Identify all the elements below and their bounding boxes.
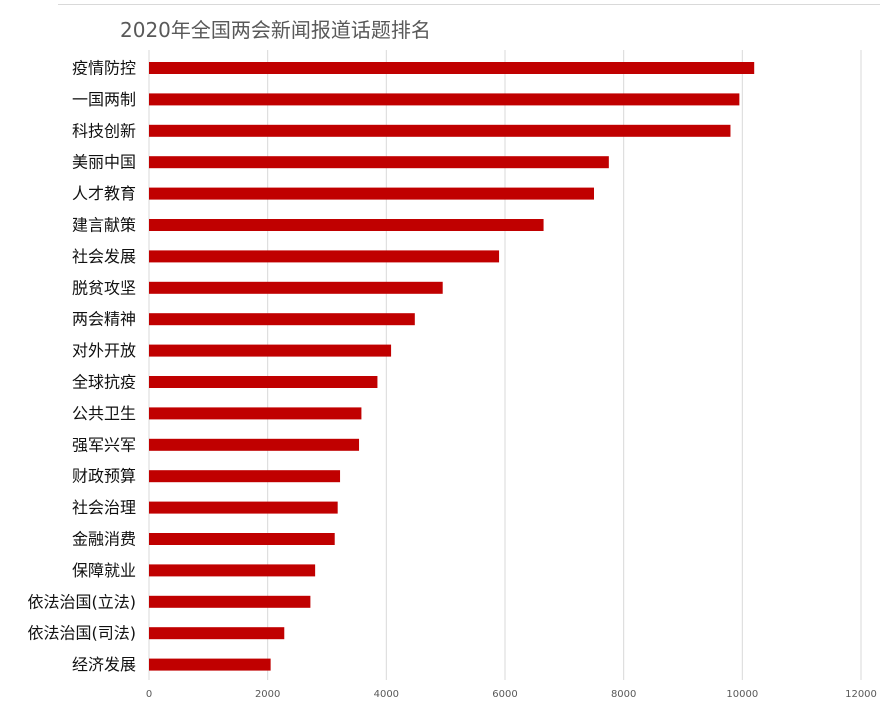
category-label: 人才教育	[72, 184, 136, 203]
bar-11	[149, 376, 378, 388]
category-label: 对外开放	[72, 341, 136, 360]
bar-6	[149, 219, 544, 231]
category-label: 强军兴军	[72, 435, 136, 454]
bar-10	[149, 344, 392, 357]
bars	[149, 62, 755, 671]
top-border-line	[58, 4, 880, 5]
category-label: 脱贫攻坚	[72, 278, 136, 297]
bar-7	[149, 250, 500, 263]
category-label: 经济发展	[72, 655, 136, 674]
category-label: 全球抗疫	[72, 373, 136, 392]
category-label: 金融消费	[72, 530, 136, 549]
bar-5	[149, 187, 594, 200]
bar-15	[149, 501, 338, 514]
bar-14	[149, 470, 341, 483]
chart-title: 2020年全国两会新闻报道话题排名	[120, 18, 431, 42]
category-label: 依法治国(立法)	[28, 592, 137, 611]
category-label: 一国两制	[72, 90, 136, 109]
x-tick-label: 0	[146, 689, 152, 700]
bar-8	[149, 281, 443, 294]
bar-2	[149, 93, 740, 106]
category-label: 疫情防控	[72, 59, 136, 78]
x-tick-label: 4000	[374, 689, 399, 700]
bar-20	[149, 658, 271, 671]
bar-1	[149, 62, 755, 74]
x-tick-label: 8000	[611, 689, 636, 700]
x-tick-label: 12000	[845, 689, 877, 700]
category-label: 保障就业	[72, 561, 136, 580]
category-label: 社会治理	[72, 498, 136, 517]
category-label: 财政预算	[72, 467, 136, 486]
bar-16	[149, 533, 335, 545]
category-label: 公共卫生	[72, 404, 136, 423]
x-tick-label: 2000	[255, 689, 280, 700]
category-label: 美丽中国	[72, 153, 136, 172]
category-labels: 疫情防控一国两制科技创新美丽中国人才教育建言献策社会发展脱贫攻坚两会精神对外开放…	[28, 59, 137, 675]
category-label: 科技创新	[72, 121, 136, 140]
bar-19	[149, 627, 285, 640]
bar-17	[149, 564, 316, 577]
bar-9	[149, 313, 415, 326]
bar-12	[149, 407, 362, 420]
bar-13	[149, 438, 360, 451]
category-label: 建言献策	[72, 216, 136, 235]
gridlines	[148, 50, 862, 680]
bar-3	[149, 124, 731, 137]
x-tick-label: 10000	[726, 689, 758, 700]
x-axis-tick-labels: 0 2000 4000 6000 8000 10000 12000	[146, 689, 877, 700]
category-label: 两会精神	[72, 310, 136, 329]
category-label: 社会发展	[72, 247, 136, 266]
bar-18	[149, 595, 311, 608]
bar-4	[149, 156, 609, 169]
x-tick-label: 6000	[492, 689, 517, 700]
category-label: 依法治国(司法)	[28, 624, 137, 643]
